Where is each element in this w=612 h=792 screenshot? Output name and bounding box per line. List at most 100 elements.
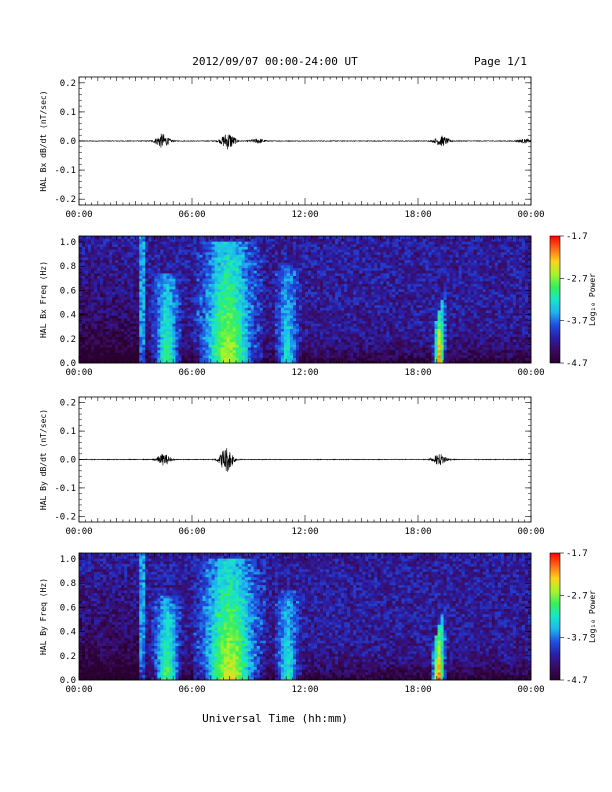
spectrogram-cell <box>193 304 197 308</box>
spectrogram-cell <box>353 347 357 351</box>
spectrogram-cell <box>127 315 131 319</box>
spectrogram-cell <box>280 310 285 314</box>
spectrogram-cell <box>356 347 360 351</box>
spectrogram-cell <box>160 320 164 324</box>
spectrogram-cell <box>220 347 224 351</box>
spectrogram-cell <box>160 283 164 287</box>
spectrogram-cell <box>193 339 197 343</box>
spectrogram-cell <box>151 331 155 335</box>
spectrogram-cell <box>109 347 113 351</box>
spectrogram-cell <box>172 328 176 332</box>
spectrogram-cell <box>85 352 89 356</box>
spectrogram-cell <box>160 328 164 332</box>
spectrogram-cell <box>295 299 300 303</box>
spectrogram-cell <box>256 325 261 329</box>
spectrogram-cell <box>274 344 279 348</box>
spectrogram-cell <box>187 344 191 348</box>
spectrogram-cell <box>235 236 240 239</box>
spectrogram-cell <box>127 325 131 329</box>
spectrogram-cell <box>292 315 297 319</box>
spectrogram-cell <box>223 328 227 332</box>
spectrogram-cell <box>208 325 212 329</box>
spectrogram-cell <box>341 267 345 271</box>
spectrogram-cell <box>265 262 270 266</box>
spectrogram-cell <box>298 349 303 353</box>
spectrogram-cell <box>139 325 143 329</box>
spectrogram-cell <box>184 347 188 351</box>
spectrogram-cell <box>175 283 179 287</box>
spectrogram-cell <box>106 302 110 306</box>
spectrogram-cell <box>85 312 89 316</box>
spectrogram-cell <box>253 236 258 239</box>
spectrogram-cell <box>256 251 261 255</box>
spectrogram-cell <box>238 265 243 269</box>
spectrogram-cell <box>347 352 351 356</box>
spectrogram-cell <box>353 267 357 271</box>
spectrogram-cell <box>199 270 203 274</box>
spectrogram-cell <box>205 288 209 292</box>
spectrogram-cell <box>295 273 300 277</box>
spectrogram-cell <box>187 291 191 295</box>
spectrogram-cell <box>332 310 336 314</box>
spectrogram-cell <box>250 304 255 308</box>
spectrogram-cell <box>88 347 92 351</box>
spectrogram-cell <box>320 331 324 335</box>
spectrogram-cell <box>311 318 315 322</box>
spectrogram-cell <box>193 299 197 303</box>
spectrogram-cell <box>178 304 182 308</box>
spectrogram-cell <box>223 259 227 263</box>
spectrogram-cell <box>262 344 267 348</box>
spectrogram-cell <box>154 310 158 314</box>
spectrogram-cell <box>286 249 291 253</box>
spectrogram-cell <box>205 344 209 348</box>
spectrogram-cell <box>106 339 110 343</box>
spectrogram-cell <box>217 315 221 319</box>
spectrogram-cell <box>136 267 140 271</box>
spectrogram-cell <box>169 254 173 258</box>
spectrogram-cell <box>326 323 330 327</box>
spectrogram-cell <box>371 331 375 335</box>
spectrogram-cell <box>268 249 273 253</box>
spectrogram-cell <box>109 267 113 271</box>
spectrogram-cell <box>365 251 369 255</box>
x-tick-label: 00:00 <box>65 210 92 220</box>
spectrogram-cell <box>374 347 378 351</box>
spectrogram-cell <box>274 257 279 261</box>
spectrogram-cell <box>211 307 215 311</box>
spectrogram-cell <box>332 254 336 258</box>
spectrogram-cell <box>106 352 110 356</box>
spectrogram-cell <box>79 296 83 300</box>
spectrogram-cell <box>82 360 86 364</box>
spectrogram-cell <box>142 323 146 327</box>
spectrogram-cell <box>202 299 206 303</box>
spectrogram-cell <box>169 267 173 271</box>
spectrogram-cell <box>121 265 125 269</box>
spectrogram-cell <box>311 310 315 314</box>
spectrogram-cell <box>229 352 234 356</box>
spectrogram-cell <box>232 331 237 335</box>
spectrogram-cell <box>199 251 203 255</box>
spectrogram-cell <box>344 259 348 263</box>
spectrogram-cell <box>371 349 375 353</box>
spectrogram-cell <box>268 320 273 324</box>
spectrogram-cell <box>163 251 167 255</box>
spectrogram-cell <box>308 265 312 269</box>
spectrogram-cell <box>103 257 107 261</box>
spectrogram-cell <box>344 238 348 242</box>
spectrogram-cell <box>163 270 167 274</box>
spectrogram-cell <box>172 236 176 239</box>
spectrogram-cell <box>283 288 288 292</box>
spectrogram-cell <box>271 262 276 266</box>
spectrogram-cell <box>166 360 170 364</box>
spectrogram-cell <box>241 352 246 356</box>
spectrogram-cell <box>214 355 218 359</box>
spectrogram-cell <box>169 286 173 290</box>
spectrogram-cell <box>175 243 179 247</box>
spectrogram-cell <box>338 333 342 337</box>
spectrogram-cell <box>347 304 351 308</box>
spectrogram-cell <box>326 352 330 356</box>
spectrogram-cell <box>94 347 98 351</box>
spectrogram-cell <box>208 262 212 266</box>
spectrogram-cell <box>178 254 182 258</box>
spectrogram-cell <box>250 280 255 284</box>
